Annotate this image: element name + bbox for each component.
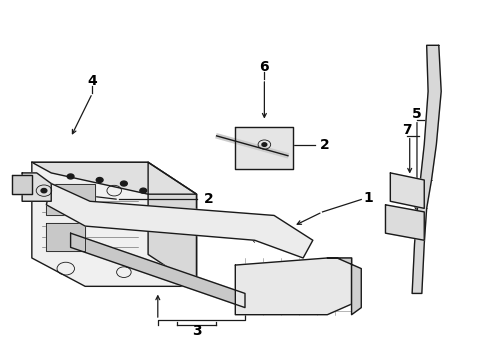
Text: 1: 1 xyxy=(364,192,373,206)
Circle shape xyxy=(96,177,103,183)
Text: 2: 2 xyxy=(204,193,214,207)
Polygon shape xyxy=(71,233,245,307)
Polygon shape xyxy=(12,175,32,194)
Text: 7: 7 xyxy=(402,123,412,138)
Polygon shape xyxy=(148,162,196,286)
Polygon shape xyxy=(235,258,352,315)
Circle shape xyxy=(262,143,267,146)
Polygon shape xyxy=(22,173,51,201)
Polygon shape xyxy=(386,205,424,240)
Circle shape xyxy=(140,188,147,193)
Polygon shape xyxy=(32,162,196,194)
Text: 3: 3 xyxy=(192,324,201,338)
Text: 6: 6 xyxy=(260,59,269,73)
Circle shape xyxy=(67,174,74,179)
Polygon shape xyxy=(47,222,85,251)
Polygon shape xyxy=(47,184,95,215)
Polygon shape xyxy=(391,173,424,208)
Polygon shape xyxy=(47,184,313,258)
Circle shape xyxy=(41,189,47,193)
Polygon shape xyxy=(235,127,294,169)
Polygon shape xyxy=(327,258,361,315)
Text: 5: 5 xyxy=(412,107,422,121)
Polygon shape xyxy=(412,45,441,293)
Circle shape xyxy=(121,181,127,186)
Polygon shape xyxy=(32,162,196,286)
Text: 4: 4 xyxy=(88,75,98,89)
Text: 2: 2 xyxy=(320,138,330,152)
